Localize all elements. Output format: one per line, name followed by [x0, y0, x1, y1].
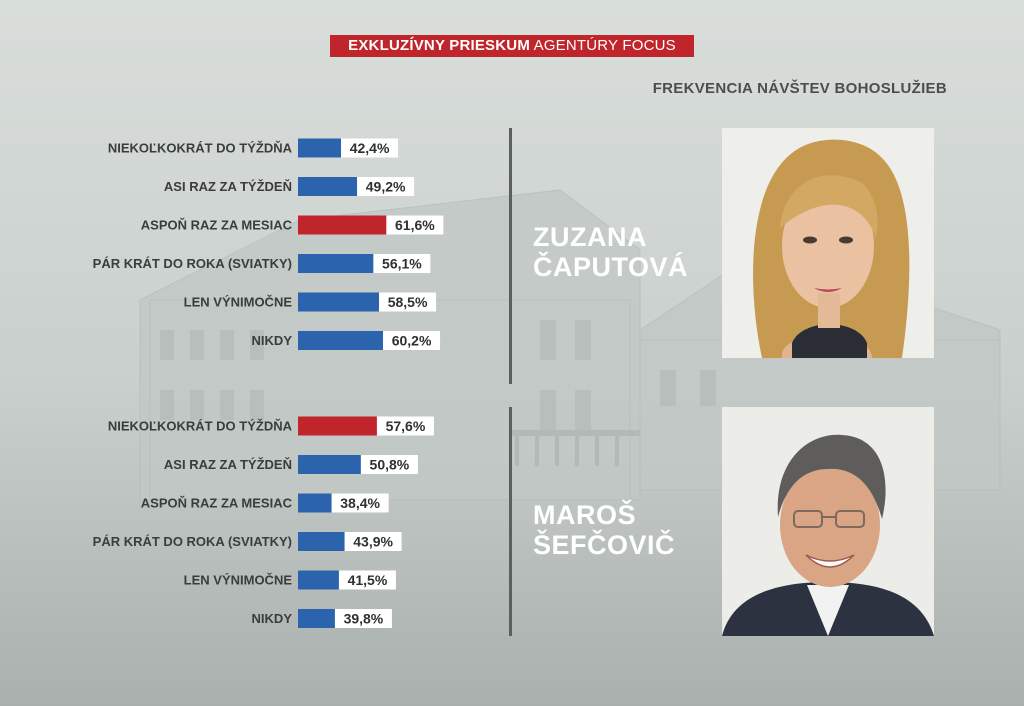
value-label: 49,2%	[366, 179, 406, 195]
exclusive-survey-badge: EXKLUZÍVNY PRIESKUM AGENTÚRY FOCUS	[330, 35, 694, 57]
bar	[298, 215, 387, 235]
value-label: 43,9%	[353, 534, 393, 550]
value-label-box	[357, 177, 415, 196]
value-label-box	[386, 215, 444, 235]
category-label: NIEKOĽKOKRÁT DO TÝŽDŇA	[108, 419, 293, 434]
bar	[298, 609, 335, 628]
value-label-box	[341, 138, 399, 158]
category-label: NIKDY	[252, 611, 293, 626]
divider-caputova	[509, 128, 512, 384]
badge-strong-text: EXKLUZÍVNY PRIESKUM	[348, 37, 531, 54]
candidate-name-sefcovic: MAROŠ ŠEFČOVIČ	[533, 500, 675, 560]
value-label-box	[373, 254, 431, 273]
value-label-box	[360, 455, 418, 474]
bar	[298, 416, 377, 436]
category-label: NIKDY	[252, 333, 293, 348]
value-label-box	[334, 609, 392, 628]
candidate-last-name: ČAPUTOVÁ	[533, 252, 689, 282]
portrait-man-icon	[722, 434, 934, 636]
bar	[298, 292, 380, 312]
category-label: LEN VÝNIMOČNE	[184, 295, 293, 310]
bar	[298, 493, 332, 513]
category-label: LEN VÝNIMOČNE	[184, 573, 293, 588]
category-label: PÁR KRÁT DO ROKA (SVIATKY)	[93, 256, 292, 271]
candidate-first-name: MAROŠ	[533, 500, 636, 530]
value-label-box	[379, 292, 437, 312]
bar	[298, 138, 342, 158]
category-label: ASPOŇ RAZ ZA MESIAC	[141, 496, 293, 511]
bar	[298, 455, 361, 474]
bar	[298, 254, 374, 273]
bar	[298, 177, 358, 196]
portrait-sefcovic	[722, 407, 934, 636]
candidate-name-caputova: ZUZANA ČAPUTOVÁ	[533, 222, 688, 282]
value-label: 60,2%	[392, 333, 432, 349]
value-label: 42,4%	[350, 140, 390, 156]
category-label: ASI RAZ ZA TÝŽDEŇ	[164, 179, 292, 194]
value-label-box	[331, 493, 389, 513]
value-label: 56,1%	[382, 256, 422, 272]
category-label: PÁR KRÁT DO ROKA (SVIATKY)	[93, 534, 292, 549]
portrait-caputova	[722, 128, 934, 358]
value-label-box	[376, 416, 434, 436]
value-label: 57,6%	[386, 418, 426, 434]
value-label: 38,4%	[340, 495, 380, 511]
candidate-first-name: ZUZANA	[533, 222, 647, 252]
chart-title: FREKVENCIA NÁVŠTEV BOHOSLUŽIEB	[652, 80, 947, 97]
value-label-box	[344, 532, 402, 551]
category-label: ASPOŇ RAZ ZA MESIAC	[141, 218, 293, 233]
bar	[298, 532, 345, 551]
value-label: 58,5%	[388, 294, 428, 310]
bar	[298, 570, 339, 590]
portrait-woman-icon	[753, 139, 910, 358]
value-label: 50,8%	[370, 457, 410, 473]
badge-rest-text: AGENTÚRY FOCUS	[533, 37, 676, 54]
category-label: NIEKOĽKOKRÁT DO TÝŽDŇA	[108, 141, 293, 156]
bar	[298, 331, 384, 350]
value-label: 61,6%	[395, 217, 435, 233]
value-label: 41,5%	[348, 572, 388, 588]
value-label-box	[383, 331, 441, 350]
category-label: ASI RAZ ZA TÝŽDEŇ	[164, 457, 292, 472]
value-label-box	[338, 570, 396, 590]
divider-sefcovic	[509, 407, 512, 636]
candidate-last-name: ŠEFČOVIČ	[533, 530, 676, 560]
value-label: 39,8%	[344, 611, 384, 627]
